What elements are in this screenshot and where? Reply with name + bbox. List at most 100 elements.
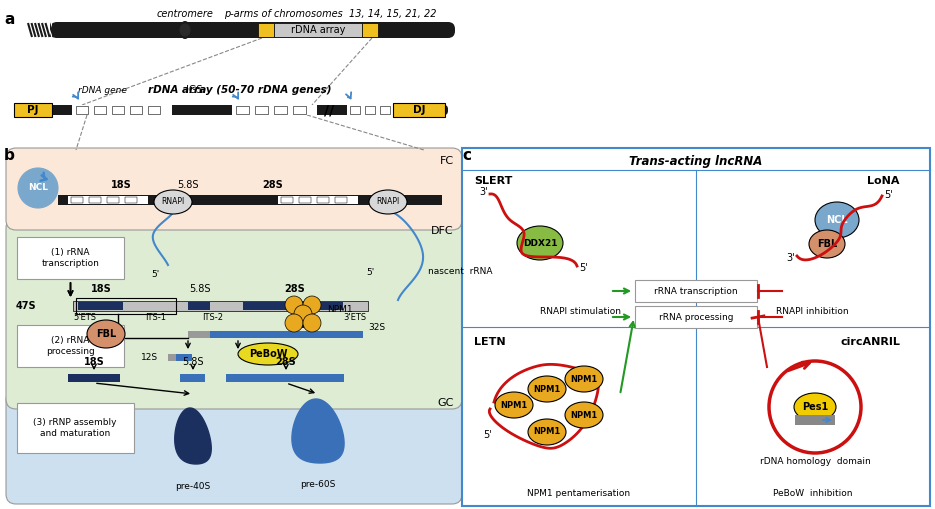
Text: NPM1: NPM1 — [570, 375, 597, 383]
Text: NPM1: NPM1 — [533, 428, 561, 437]
Bar — [293, 106, 306, 114]
Text: rRNA processing: rRNA processing — [659, 313, 733, 322]
Ellipse shape — [180, 24, 190, 36]
Text: FBL: FBL — [96, 329, 116, 339]
Text: 28S: 28S — [276, 357, 296, 367]
Bar — [14, 103, 52, 117]
Text: p-arms of chromosomes  13, 14, 15, 21, 22: p-arms of chromosomes 13, 14, 15, 21, 22 — [223, 9, 437, 19]
Text: 18S: 18S — [110, 180, 132, 190]
Text: nascent  rRNA: nascent rRNA — [428, 268, 493, 276]
Text: NCL: NCL — [827, 215, 848, 225]
Text: 5': 5' — [366, 268, 374, 277]
Ellipse shape — [794, 393, 836, 421]
Bar — [380, 106, 390, 114]
Bar — [188, 302, 210, 310]
Text: circANRIL: circANRIL — [841, 337, 900, 347]
Bar — [179, 26, 191, 27]
Text: PJ: PJ — [27, 105, 38, 115]
Text: RNAPI: RNAPI — [377, 197, 399, 207]
Bar — [180, 24, 190, 25]
Text: rDNA array (50-70 rDNA genes): rDNA array (50-70 rDNA genes) — [149, 85, 332, 95]
Ellipse shape — [565, 366, 603, 392]
Bar — [274, 23, 362, 37]
Text: NPM1: NPM1 — [327, 304, 352, 314]
Text: centromere: centromere — [156, 9, 213, 19]
Ellipse shape — [238, 343, 298, 365]
Bar — [130, 106, 142, 114]
Ellipse shape — [809, 230, 845, 258]
Text: NPM1: NPM1 — [570, 410, 597, 419]
Text: c: c — [462, 148, 471, 163]
Text: ITS-1: ITS-1 — [146, 313, 166, 322]
FancyBboxPatch shape — [462, 148, 930, 506]
Text: NPM1: NPM1 — [533, 384, 561, 393]
Text: //: // — [324, 103, 334, 117]
Bar — [73, 301, 368, 311]
Text: NPM1 pentamerisation: NPM1 pentamerisation — [527, 489, 630, 498]
Text: a: a — [4, 12, 14, 27]
Ellipse shape — [179, 21, 191, 39]
Bar — [236, 106, 249, 114]
Text: 5.8S: 5.8S — [182, 357, 204, 367]
FancyBboxPatch shape — [6, 390, 462, 504]
Text: PeBoW: PeBoW — [249, 349, 287, 359]
Text: LoNA: LoNA — [868, 176, 900, 186]
FancyBboxPatch shape — [635, 280, 757, 302]
Ellipse shape — [528, 376, 566, 402]
Bar — [299, 197, 311, 203]
Bar — [795, 415, 835, 425]
Circle shape — [303, 314, 321, 332]
Circle shape — [285, 314, 303, 332]
Text: 12S: 12S — [141, 353, 159, 362]
Text: IGS: IGS — [186, 85, 203, 95]
Bar — [112, 106, 124, 114]
Text: 3'ETS: 3'ETS — [343, 313, 366, 322]
Text: ITS-2: ITS-2 — [203, 313, 223, 322]
Bar — [278, 196, 358, 204]
Ellipse shape — [565, 402, 603, 428]
FancyBboxPatch shape — [6, 218, 462, 409]
Text: GC: GC — [438, 398, 454, 408]
Bar — [393, 103, 445, 117]
Text: rDNA gene: rDNA gene — [78, 86, 126, 95]
FancyBboxPatch shape — [14, 105, 448, 115]
Text: DDX21: DDX21 — [523, 239, 557, 247]
Text: 5'ETS: 5'ETS — [73, 313, 96, 322]
Bar — [148, 106, 160, 114]
Bar — [89, 197, 101, 203]
Bar — [68, 374, 120, 382]
Bar — [281, 197, 293, 203]
Bar — [180, 374, 205, 382]
Text: NPM1: NPM1 — [500, 401, 527, 410]
Bar — [180, 34, 191, 35]
Text: 5.8S: 5.8S — [189, 284, 210, 294]
Bar — [178, 29, 192, 30]
Bar — [58, 195, 442, 205]
Text: rRNA transcription: rRNA transcription — [654, 287, 738, 296]
Bar — [71, 197, 83, 203]
Text: DFC: DFC — [431, 226, 454, 236]
Polygon shape — [292, 399, 344, 463]
Text: (1) rRNA
transcription: (1) rRNA transcription — [41, 248, 99, 268]
Bar — [179, 27, 192, 29]
Bar — [180, 35, 190, 36]
Text: 47S: 47S — [16, 301, 36, 311]
Text: 3': 3' — [786, 253, 795, 263]
FancyBboxPatch shape — [17, 403, 134, 453]
Text: (3) rRNP assembly
and maturation: (3) rRNP assembly and maturation — [34, 418, 117, 438]
Text: SLERT: SLERT — [474, 176, 512, 186]
Circle shape — [285, 296, 303, 314]
Bar — [179, 31, 192, 32]
Bar — [28, 22, 50, 38]
Text: DJ: DJ — [412, 105, 425, 115]
Bar — [168, 354, 192, 361]
Bar — [188, 331, 363, 338]
Bar — [183, 22, 186, 23]
Text: b: b — [4, 148, 15, 163]
FancyBboxPatch shape — [50, 22, 455, 38]
Bar — [68, 196, 148, 204]
Circle shape — [294, 305, 312, 323]
Bar — [178, 30, 192, 31]
Bar — [365, 106, 375, 114]
Polygon shape — [175, 408, 211, 464]
